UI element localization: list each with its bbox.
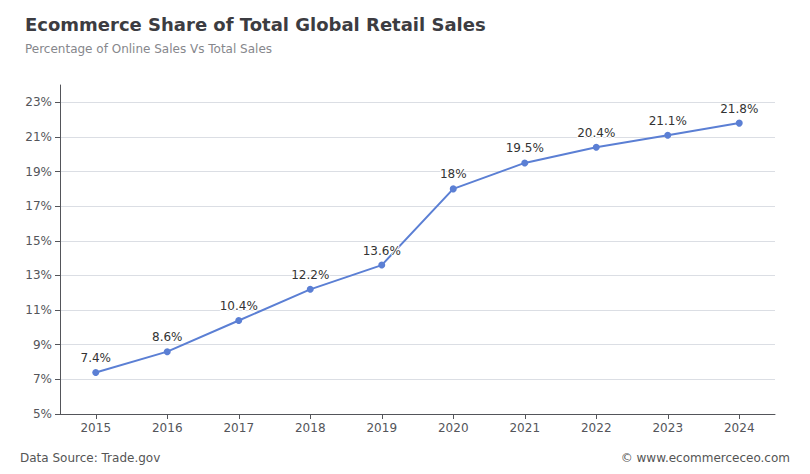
svg-text:12.2%: 12.2% xyxy=(291,268,329,282)
svg-text:19%: 19% xyxy=(25,165,52,179)
svg-text:13.6%: 13.6% xyxy=(363,244,401,258)
svg-text:2021: 2021 xyxy=(509,421,540,435)
svg-text:9%: 9% xyxy=(33,338,52,352)
svg-text:2024: 2024 xyxy=(724,421,755,435)
svg-text:Ecommerce Share of Total Globa: Ecommerce Share of Total Global Retail S… xyxy=(25,14,486,35)
svg-text:17%: 17% xyxy=(25,199,52,213)
svg-text:7.4%: 7.4% xyxy=(81,351,112,365)
svg-text:15%: 15% xyxy=(25,234,52,248)
svg-text:2023: 2023 xyxy=(652,421,683,435)
svg-text:18%: 18% xyxy=(440,167,467,181)
svg-text:21%: 21% xyxy=(25,130,52,144)
svg-text:2016: 2016 xyxy=(152,421,183,435)
svg-text:13%: 13% xyxy=(25,268,52,282)
svg-text:10.4%: 10.4% xyxy=(220,299,258,313)
svg-text:2019: 2019 xyxy=(366,421,397,435)
svg-text:2022: 2022 xyxy=(581,421,612,435)
svg-text:2020: 2020 xyxy=(438,421,469,435)
svg-text:11%: 11% xyxy=(25,303,52,317)
svg-text:21.1%: 21.1% xyxy=(649,114,687,128)
svg-text:5%: 5% xyxy=(33,407,52,421)
svg-text:19.5%: 19.5% xyxy=(506,141,544,155)
svg-text:2018: 2018 xyxy=(295,421,326,435)
svg-text:© www.ecommerceceo.com: © www.ecommerceceo.com xyxy=(621,451,790,465)
svg-text:21.8%: 21.8% xyxy=(720,102,758,116)
svg-text:7%: 7% xyxy=(33,372,52,386)
svg-text:20.4%: 20.4% xyxy=(577,126,615,140)
svg-text:2017: 2017 xyxy=(223,421,254,435)
svg-text:2015: 2015 xyxy=(80,421,111,435)
svg-text:23%: 23% xyxy=(25,95,52,109)
svg-text:Data Source: Trade.gov: Data Source: Trade.gov xyxy=(20,451,160,465)
svg-text:Percentage of Online Sales Vs: Percentage of Online Sales Vs Total Sale… xyxy=(25,42,272,56)
svg-text:8.6%: 8.6% xyxy=(152,330,183,344)
